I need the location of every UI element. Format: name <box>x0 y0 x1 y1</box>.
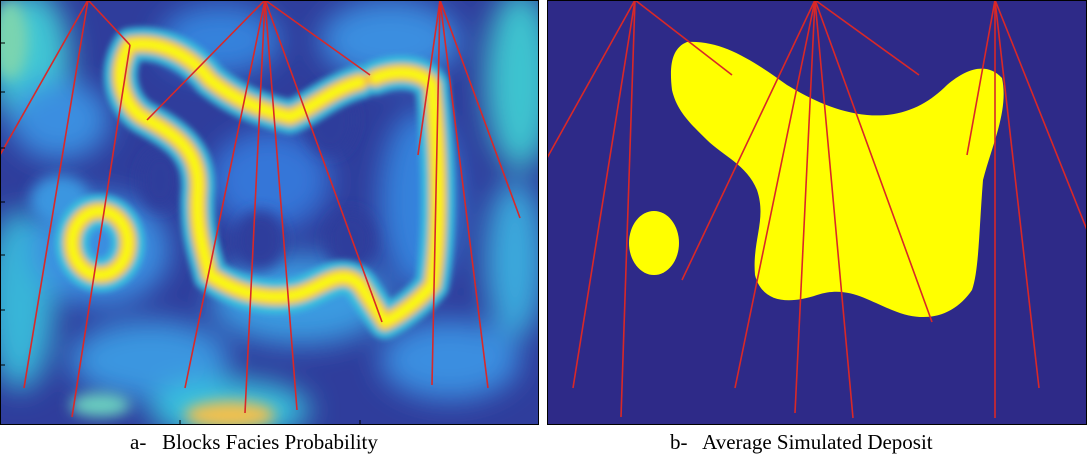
caption-panel-b: b- Average Simulated Deposit <box>670 428 933 456</box>
caption-prefix: a- <box>130 430 147 454</box>
caption-title: Average Simulated Deposit <box>702 430 933 454</box>
deposit-body-small <box>629 211 679 275</box>
map-frame <box>0 0 539 425</box>
well-trajectories <box>547 0 1087 419</box>
panel-average-simulated-deposit <box>547 0 1087 425</box>
simulated-deposit-map <box>547 0 1087 425</box>
caption-prefix: b- <box>670 430 688 454</box>
caption-title: Blocks Facies Probability <box>162 430 378 454</box>
panel-blocks-facies-probability <box>0 0 539 425</box>
well-trajectories <box>0 0 521 418</box>
facies-probability-map <box>0 0 539 425</box>
caption-panel-a: a- Blocks Facies Probability <box>130 428 378 456</box>
deposit-body-main <box>670 41 1004 318</box>
